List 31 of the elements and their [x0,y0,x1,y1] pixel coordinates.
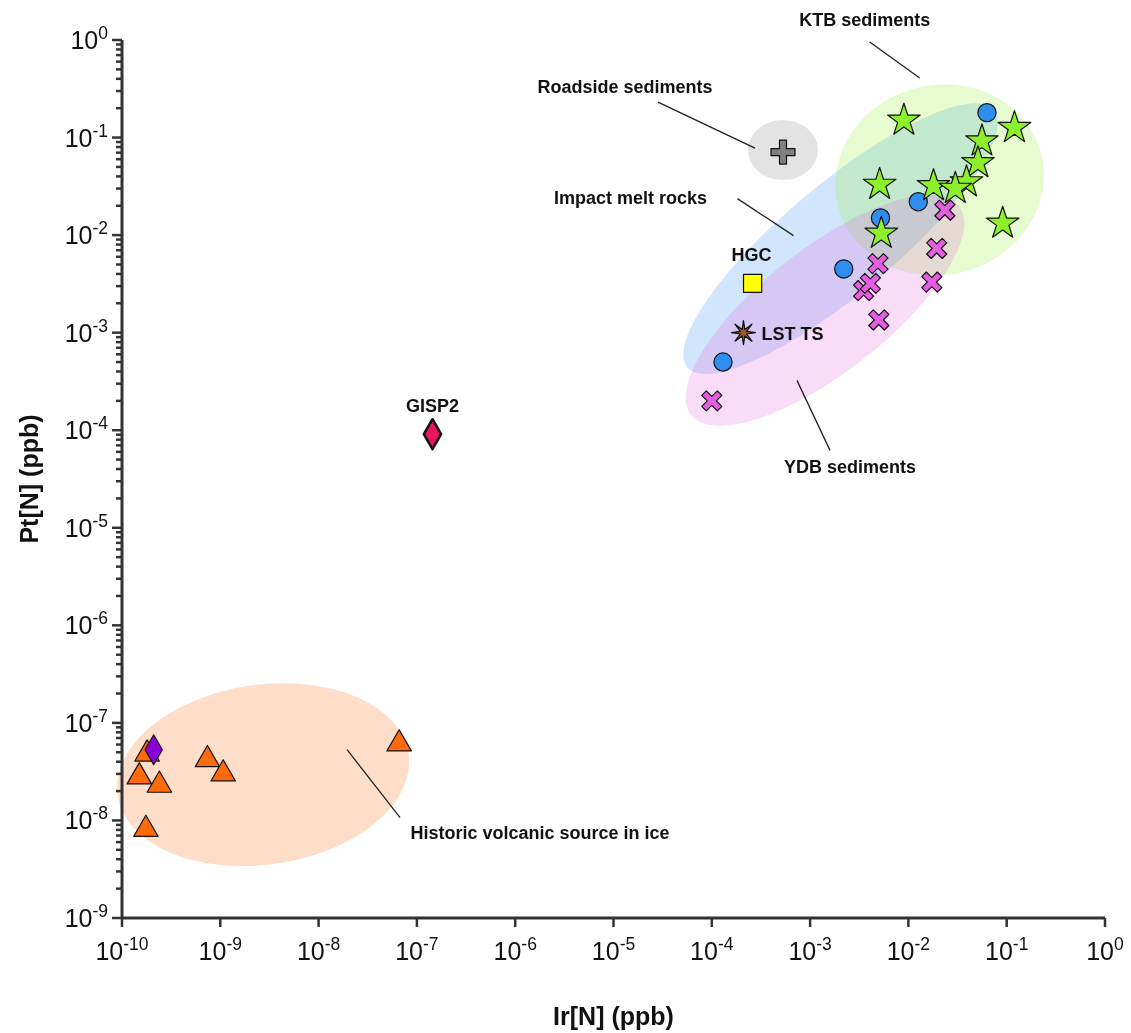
y-tick-label: 10$^{-2}$ [64,218,108,250]
annotation: Roadside sediments [537,77,713,98]
x-tick-label: 10$^{-1}$ [985,934,1029,965]
x-tick-label: 10$^{-9}$ [198,934,242,965]
y-tick-label: 10$^{-3}$ [64,315,108,347]
x-tick-label: 10$^{-4}$ [690,934,734,965]
series-label: GISP2 [405,396,459,417]
y-tick-label: 10$^{-6}$ [64,608,108,640]
x-tick-label: 10$^{-2}$ [886,934,931,965]
y-tick-label: 10$^{-9}$ [64,901,108,932]
x-tick-label: 10$^{-10}$ [95,934,149,965]
y-axis-title: Pt[N] (ppb) [15,414,43,544]
y-tick-label: 10$^{-1}$ [64,120,108,152]
y-tick-label: 10$^{-8}$ [64,803,108,835]
x-tick-label: 10$^{0}$ [1086,934,1125,965]
series-label: LST TS [761,323,824,344]
y-tick-label: 10$^{-4}$ [64,413,109,445]
annotation: Impact melt rocks [553,187,708,208]
text: KTB sediments [799,9,931,30]
y-tick-label: 10$^{0}$ [70,23,109,54]
x-tick-label: 10$^{-8}$ [296,934,341,965]
y-tick-label: 10$^{-7}$ [64,705,108,737]
x-tick-label: 10$^{-5}$ [591,934,636,965]
x-axis-title: Ir[N] (ppb) [553,1002,674,1030]
annotation: YDB sediments [783,457,916,478]
x-tick-label: 10$^{-7}$ [395,934,439,965]
series-label: HGC [731,245,772,266]
annotation: Historic volcanic source in ice [410,822,670,843]
y-tick-label: 10$^{-5}$ [64,510,108,542]
x-tick-label: 10$^{-3}$ [788,934,832,965]
x-tick-label: 10$^{-6}$ [493,934,537,965]
